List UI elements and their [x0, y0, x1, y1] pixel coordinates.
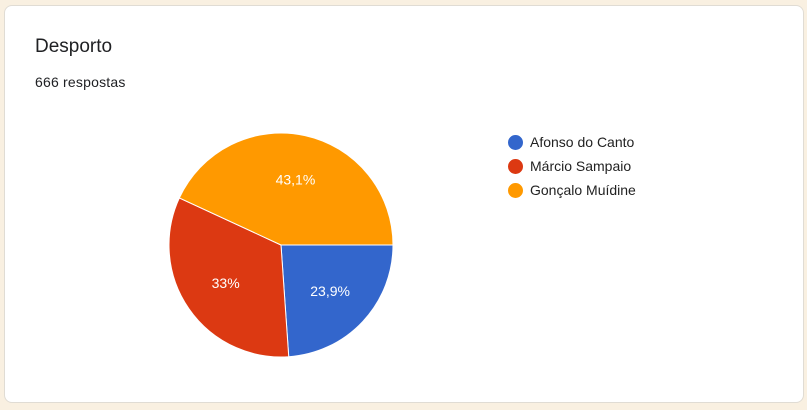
legend-item[interactable]: Gonçalo Muídine — [508, 178, 636, 202]
legend-dot-icon — [508, 158, 523, 174]
pie-slice-3[interactable] — [178, 132, 394, 246]
pie-slice-2[interactable] — [168, 197, 290, 358]
legend-item[interactable]: Márcio Sampaio — [508, 154, 636, 178]
chart-card: Desporto 666 respostas — [4, 5, 804, 403]
legend-label: Afonso do Canto — [530, 134, 635, 150]
legend-label: Márcio Sampaio — [530, 158, 632, 174]
question-title: Desporto — [35, 36, 113, 57]
legend-dot-icon — [508, 182, 523, 198]
slice-label: 23,9% — [310, 283, 350, 299]
response-count: 666 respostas — [35, 74, 126, 90]
legend-item[interactable]: Afonso do Canto — [508, 130, 636, 154]
legend: Afonso do Canto Márcio Sampaio Gonçalo Muí… — [508, 130, 636, 202]
pie-slice-1[interactable] — [280, 244, 394, 358]
slice-label: 33% — [212, 275, 240, 291]
legend-label: Gonçalo Muídine — [530, 182, 636, 198]
slice-label: 43,1% — [276, 171, 316, 187]
legend-dot-icon — [508, 134, 523, 150]
